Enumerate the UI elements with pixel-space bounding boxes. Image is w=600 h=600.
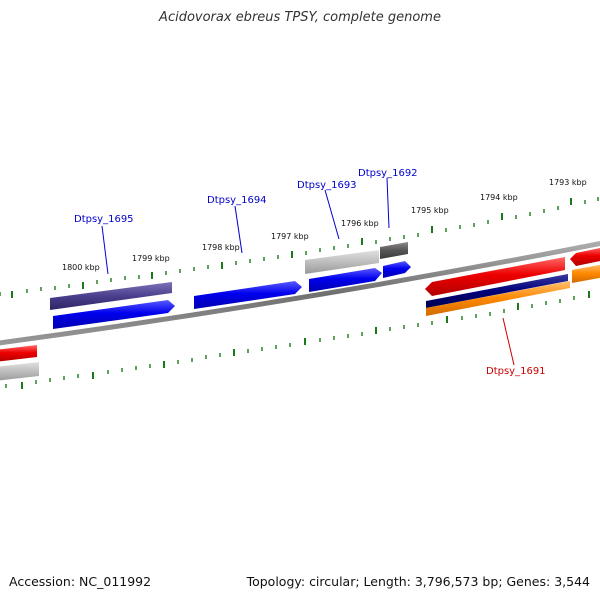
topology-label: Topology: [246,574,306,589]
label-leaders [101,177,515,366]
accession-label: Accession: [9,574,76,589]
scale-label-1795: 1795 kbp [411,206,449,215]
scale-label-1794: 1794 kbp [480,193,518,202]
scale-labels: 1800 kbp 1799 kbp 1798 kbp 1797 kbp 1796… [62,178,587,272]
length-label: Length: [363,574,411,589]
genes-label: Genes: [506,574,551,589]
genes-value: 3,544 [554,574,590,589]
gene-label-dtpsy-1693[interactable]: Dtpsy_1693 [297,180,357,191]
gene-feature-dtpsy-1695-upper[interactable] [50,282,172,310]
genome-summary: Topology: circular; Length: 3,796,573 bp… [246,574,590,589]
accession-info: Accession: NC_011992 [9,574,151,589]
scale-label-1800: 1800 kbp [62,263,100,272]
gene-feature-dtpsy-1691[interactable] [425,257,565,296]
leader-dtpsy-1691 [502,317,515,366]
genome-title: Acidovorax ebreus TPSY, complete genome [159,10,441,25]
leader-dtpsy-1692 [386,177,390,229]
outer-scale-ticks [0,197,599,298]
scale-label-1798: 1798 kbp [202,243,240,252]
topology-value: circular [309,574,356,589]
length-value: 3,796,573 bp [414,574,499,589]
genome-backbone [0,240,600,346]
scale-label-1799: 1799 kbp [132,254,170,263]
gene-feature-navy[interactable] [426,274,568,308]
gene-label-dtpsy-1691[interactable]: Dtpsy_1691 [486,366,546,377]
gene-feature-orange-right[interactable] [572,264,600,283]
gene-labels: Dtpsy_1695 Dtpsy_1694 Dtpsy_1693 Dtpsy_1… [74,168,546,377]
leader-dtpsy-1694 [234,205,243,254]
gene-feature-red-left[interactable] [0,345,37,362]
gene-label-dtpsy-1694[interactable]: Dtpsy_1694 [207,195,267,206]
gene-feature-gray-dark[interactable] [380,242,408,259]
gene-feature-orange[interactable] [426,281,570,316]
gene-label-dtpsy-1695[interactable]: Dtpsy_1695 [74,214,134,225]
scale-label-1793: 1793 kbp [549,178,587,187]
gene-feature-red-right[interactable] [570,247,600,266]
leader-dtpsy-1695 [101,225,109,275]
reverse-strand-features [0,247,600,381]
gene-feature-dtpsy-1695[interactable] [53,300,175,329]
inner-scale-ticks [5,291,590,389]
scale-label-1797: 1797 kbp [271,232,309,241]
accession-value: NC_011992 [79,574,152,589]
gene-feature-gray-left[interactable] [0,362,39,381]
gene-feature-dtpsy-1693[interactable] [309,268,382,292]
leader-dtpsy-1693 [324,189,340,240]
gene-label-dtpsy-1692[interactable]: Dtpsy_1692 [358,168,418,179]
gene-feature-gray-light[interactable] [305,250,379,274]
forward-strand-features [50,242,411,329]
scale-label-1796: 1796 kbp [341,219,379,228]
gene-feature-dtpsy-1694[interactable] [194,281,302,309]
gene-feature-dtpsy-1692[interactable] [383,261,411,278]
